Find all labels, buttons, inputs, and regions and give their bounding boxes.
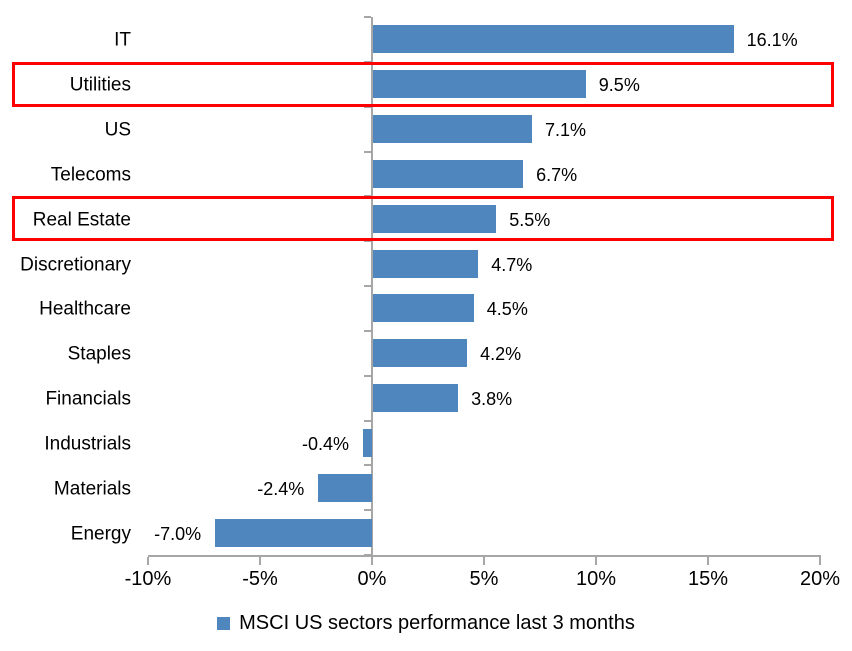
bar [363, 428, 372, 457]
x-axis-tick-label: -5% [242, 568, 278, 590]
bar-value-label: 4.5% [486, 299, 528, 320]
bar [318, 473, 372, 502]
bar [373, 70, 586, 99]
highlight-box [12, 61, 834, 107]
bar [373, 204, 497, 233]
category-label: Healthcare [39, 298, 131, 320]
x-axis-tick [259, 557, 261, 565]
bar [373, 294, 474, 323]
y-axis-line [371, 17, 373, 557]
category-label: Financials [45, 388, 131, 410]
category-label: US [104, 119, 131, 141]
x-axis-tick-label: 0% [357, 568, 387, 590]
category-label: Energy [70, 523, 131, 545]
legend-swatch-icon [217, 617, 231, 630]
bar-value-label: 16.1% [746, 30, 798, 51]
bar [373, 384, 459, 413]
category-tick [364, 150, 371, 153]
x-axis-tick [371, 557, 373, 565]
category-label: Materials [53, 478, 131, 500]
bar-value-label: 5.5% [509, 209, 551, 230]
category-label: Real Estate [32, 209, 131, 231]
bar-value-label: -0.4% [302, 433, 350, 454]
category-label: Discretionary [20, 254, 131, 276]
category-tick [364, 285, 371, 287]
bar [373, 249, 479, 278]
bar-value-label: 7.1% [545, 120, 587, 141]
category-tick [364, 105, 371, 108]
category-tick [364, 419, 371, 422]
x-axis-tick-label: -10% [124, 568, 172, 590]
category-tick [364, 374, 371, 377]
category-label: Staples [67, 343, 131, 365]
category-tick [364, 240, 371, 243]
x-axis-line [148, 555, 821, 557]
bar [373, 25, 734, 54]
bar [373, 339, 468, 368]
category-label: Utilities [69, 74, 131, 96]
bar [215, 518, 372, 547]
bar-value-label: -2.4% [257, 478, 305, 499]
x-axis-tick-label: 20% [799, 568, 841, 590]
x-axis-tick [819, 557, 821, 565]
category-tick [364, 329, 371, 332]
bar-value-label: 6.7% [536, 164, 578, 185]
x-axis-tick-label: 10% [575, 568, 617, 590]
x-axis-tick [707, 557, 709, 565]
category-label: IT [114, 29, 131, 51]
category-label: Industrials [44, 433, 131, 455]
bar [373, 159, 524, 188]
legend-label: MSCI US sectors performance last 3 month… [239, 612, 635, 634]
x-axis-tick-label: 5% [469, 568, 499, 590]
x-axis-tick [147, 557, 149, 565]
x-axis-tick [595, 557, 597, 565]
bar-value-label: 4.2% [480, 344, 522, 365]
legend: MSCI US sectors performance last 3 month… [0, 612, 852, 635]
category-tick [364, 464, 371, 467]
x-axis-tick-label: 15% [687, 568, 729, 590]
x-axis-tick [483, 557, 485, 565]
bar-value-label: 4.7% [491, 254, 533, 275]
bar-value-label: -7.0% [154, 523, 202, 544]
category-label: Telecoms [50, 164, 131, 186]
category-tick [364, 16, 371, 18]
category-tick [364, 509, 371, 512]
bar [373, 115, 533, 144]
highlight-box [12, 196, 834, 242]
bar-value-label: 9.5% [598, 75, 640, 96]
bar-value-label: 3.8% [471, 389, 513, 410]
